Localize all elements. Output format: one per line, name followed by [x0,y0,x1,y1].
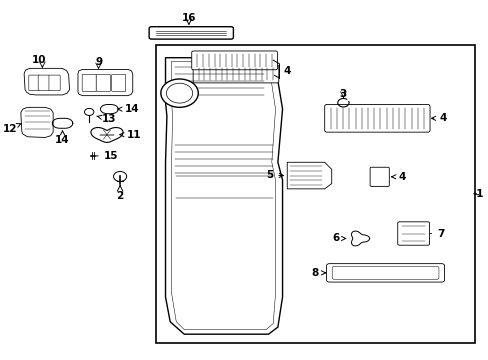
Text: 2: 2 [116,191,123,201]
Text: 15: 15 [96,151,118,161]
FancyBboxPatch shape [149,27,233,39]
FancyBboxPatch shape [29,75,40,91]
Polygon shape [91,127,123,143]
Bar [156,45,473,343]
Text: 13: 13 [97,114,117,124]
Text: 4: 4 [284,66,291,76]
FancyBboxPatch shape [49,75,60,91]
Polygon shape [286,162,331,189]
Polygon shape [21,107,53,138]
Polygon shape [165,58,282,334]
FancyBboxPatch shape [96,75,110,91]
FancyBboxPatch shape [111,75,125,91]
Text: 14: 14 [118,104,139,114]
Text: 11: 11 [120,130,141,140]
FancyBboxPatch shape [326,264,444,282]
Text: 6: 6 [331,234,345,243]
Text: 7: 7 [429,229,444,239]
FancyBboxPatch shape [397,222,428,245]
Circle shape [113,171,126,181]
Text: 10: 10 [32,55,46,65]
Text: 14: 14 [55,131,70,145]
Text: 16: 16 [182,13,196,23]
Text: 8: 8 [311,268,325,278]
Polygon shape [24,68,69,95]
FancyBboxPatch shape [82,75,96,91]
Polygon shape [78,69,132,96]
FancyBboxPatch shape [324,104,429,132]
FancyBboxPatch shape [193,65,278,83]
Text: 3: 3 [339,89,346,99]
Circle shape [166,83,192,103]
FancyBboxPatch shape [38,75,49,91]
FancyBboxPatch shape [331,266,438,279]
Text: 12: 12 [2,123,21,134]
Text: -1: -1 [471,189,483,199]
Text: 4: 4 [391,172,405,182]
FancyBboxPatch shape [191,51,277,70]
Text: 4: 4 [431,113,446,123]
FancyBboxPatch shape [369,167,388,186]
Text: 5: 5 [265,170,283,180]
Circle shape [161,79,198,107]
Circle shape [84,108,94,116]
Text: 9: 9 [95,57,102,67]
